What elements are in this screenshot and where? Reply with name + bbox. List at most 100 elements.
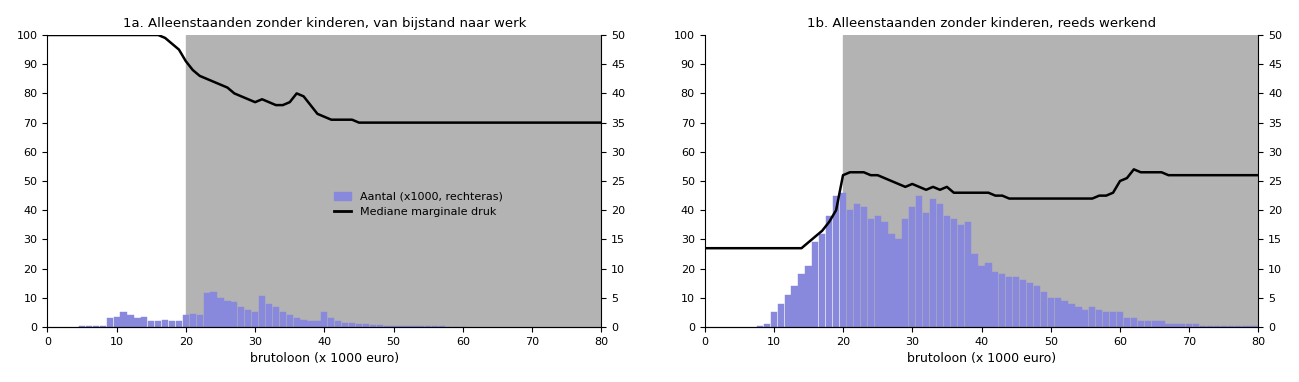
Bar <box>882 222 887 327</box>
Bar <box>273 307 279 327</box>
Bar <box>142 317 148 327</box>
Bar <box>217 298 223 327</box>
Bar <box>1013 277 1020 327</box>
Bar <box>377 325 383 327</box>
Bar <box>1228 326 1234 327</box>
Bar <box>853 204 860 327</box>
Bar <box>757 325 763 327</box>
Bar <box>238 307 244 327</box>
X-axis label: brutoloon (x 1000 euro): brutoloon (x 1000 euro) <box>249 352 399 365</box>
Bar <box>764 324 770 327</box>
Bar <box>903 219 908 327</box>
Bar <box>1047 298 1053 327</box>
Bar <box>329 318 334 327</box>
Bar <box>1200 325 1207 327</box>
Bar <box>155 321 161 327</box>
Bar <box>231 302 238 327</box>
Bar <box>356 324 362 327</box>
Bar <box>820 234 825 327</box>
Bar <box>840 193 846 327</box>
Title: 1b. Alleenstaanden zonder kinderen, reeds werkend: 1b. Alleenstaanden zonder kinderen, reed… <box>807 17 1156 30</box>
Bar <box>805 266 812 327</box>
Bar <box>107 318 113 327</box>
Bar <box>246 309 251 327</box>
Bar <box>868 219 874 327</box>
Bar <box>889 234 895 327</box>
Bar <box>986 263 991 327</box>
Bar <box>1151 321 1157 327</box>
Bar <box>951 219 957 327</box>
Bar <box>1159 321 1165 327</box>
Bar <box>924 213 929 327</box>
Bar <box>770 312 777 327</box>
Bar <box>999 275 1005 327</box>
Bar <box>799 275 804 327</box>
Bar <box>1055 298 1061 327</box>
X-axis label: brutoloon (x 1000 euro): brutoloon (x 1000 euro) <box>907 352 1056 365</box>
Bar <box>778 304 783 327</box>
Bar <box>186 35 601 327</box>
Bar <box>1089 307 1095 327</box>
Bar <box>1076 307 1082 327</box>
Bar <box>1138 321 1144 327</box>
Bar <box>1020 280 1026 327</box>
Bar <box>294 318 300 327</box>
Bar <box>287 316 292 327</box>
Bar <box>874 216 881 327</box>
Bar <box>812 242 818 327</box>
Bar <box>300 320 307 327</box>
Bar <box>370 325 375 327</box>
Bar <box>127 316 134 327</box>
Bar <box>965 222 970 327</box>
Bar <box>391 325 396 327</box>
Bar <box>134 318 140 327</box>
Bar <box>252 312 259 327</box>
Bar <box>1213 325 1220 327</box>
Bar <box>204 293 209 327</box>
Bar <box>1144 321 1151 327</box>
Bar <box>100 325 107 327</box>
Bar <box>1234 326 1241 327</box>
Bar <box>148 321 155 327</box>
Legend: Aantal (x1000, rechteras), Mediane marginale druk: Aantal (x1000, rechteras), Mediane margi… <box>330 187 507 222</box>
Bar <box>259 296 265 327</box>
Bar <box>1124 318 1130 327</box>
Bar <box>785 295 791 327</box>
Bar <box>397 325 404 327</box>
Title: 1a. Alleenstaanden zonder kinderen, van bijstand naar werk: 1a. Alleenstaanden zonder kinderen, van … <box>122 17 526 30</box>
Bar <box>895 240 902 327</box>
Bar <box>86 326 92 327</box>
Bar <box>861 207 866 327</box>
Bar <box>1192 324 1199 327</box>
Bar <box>957 225 964 327</box>
Bar <box>972 254 978 327</box>
Bar <box>833 196 839 327</box>
Bar <box>992 272 999 327</box>
Bar <box>1082 309 1089 327</box>
Bar <box>1007 277 1012 327</box>
Bar <box>1061 301 1068 327</box>
Bar <box>1068 304 1074 327</box>
Bar <box>425 326 431 327</box>
Bar <box>349 323 355 327</box>
Bar <box>308 321 313 327</box>
Bar <box>826 216 833 327</box>
Bar <box>169 321 175 327</box>
Bar <box>944 216 950 327</box>
Bar <box>1130 318 1137 327</box>
Bar <box>1034 286 1040 327</box>
Bar <box>1186 324 1192 327</box>
Bar <box>175 321 182 327</box>
Bar <box>225 301 230 327</box>
Bar <box>196 316 203 327</box>
Bar <box>342 323 348 327</box>
Bar <box>916 196 922 327</box>
Bar <box>930 199 937 327</box>
Bar <box>321 312 327 327</box>
Bar <box>1207 325 1213 327</box>
Bar <box>1103 312 1109 327</box>
Bar <box>1096 309 1103 327</box>
Bar <box>121 312 127 327</box>
Bar <box>266 304 271 327</box>
Bar <box>162 320 169 327</box>
